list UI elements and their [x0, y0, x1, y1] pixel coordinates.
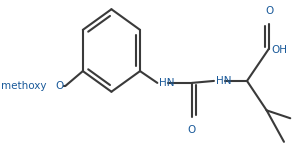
Text: O: O	[188, 125, 196, 135]
Text: O: O	[265, 6, 273, 16]
Text: O: O	[56, 81, 64, 91]
Text: methoxy: methoxy	[1, 81, 47, 91]
Text: HN: HN	[159, 78, 174, 88]
Text: OH: OH	[272, 45, 287, 55]
Text: HN: HN	[215, 76, 231, 86]
